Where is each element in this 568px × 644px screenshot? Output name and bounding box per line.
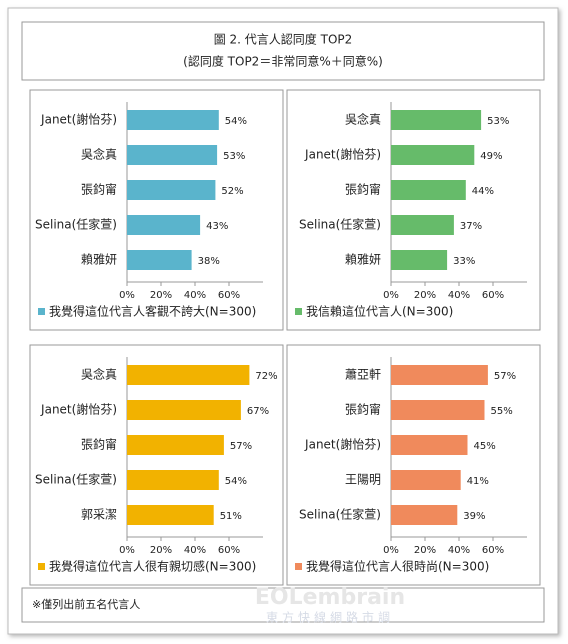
x-tick-label: 0% xyxy=(119,290,135,301)
value-label: 45% xyxy=(474,441,496,452)
value-label: 39% xyxy=(463,511,485,522)
y-tick-label: Selina(任家萱) xyxy=(35,472,117,487)
legend-swatch xyxy=(295,308,302,315)
x-tick-label: 60% xyxy=(218,545,240,556)
note-box xyxy=(21,587,545,623)
bar xyxy=(127,110,219,130)
bar xyxy=(127,145,218,165)
x-tick-label: 40% xyxy=(448,290,470,301)
bar xyxy=(391,250,448,270)
value-label: 51% xyxy=(220,511,242,522)
bar xyxy=(391,365,488,385)
x-tick-label: 0% xyxy=(383,545,399,556)
watermark-brand: EOLembrain xyxy=(255,585,405,610)
bar xyxy=(391,505,458,525)
value-label: 41% xyxy=(467,476,489,487)
value-label: 55% xyxy=(491,406,513,417)
y-tick-label: 賴雅妍 xyxy=(81,252,117,267)
value-label: 49% xyxy=(480,151,502,162)
x-tick-label: 20% xyxy=(150,545,172,556)
y-tick-label: Janet(謝怡芬) xyxy=(40,112,117,127)
legend-swatch xyxy=(295,563,302,570)
x-tick-label: 40% xyxy=(448,545,470,556)
bar xyxy=(127,365,250,385)
x-tick-label: 0% xyxy=(383,290,399,301)
bar xyxy=(391,215,454,235)
bar xyxy=(127,505,214,525)
legend-label: 我覺得這位代言人很有親切感(N=300) xyxy=(49,559,256,574)
y-tick-label: 吳念真 xyxy=(81,367,117,382)
value-label: 67% xyxy=(247,406,269,417)
y-tick-label: 張鈞甯 xyxy=(345,182,381,197)
value-label: 33% xyxy=(453,256,475,267)
value-label: 57% xyxy=(230,441,252,452)
value-label: 53% xyxy=(487,116,509,127)
bar xyxy=(127,400,241,420)
y-tick-label: 吳念真 xyxy=(345,112,381,127)
value-label: 57% xyxy=(494,371,516,382)
note: ※僅列出前五名代言人 xyxy=(32,597,140,611)
x-tick-label: 20% xyxy=(414,545,436,556)
watermark-tagline: 東方快線網路市調 xyxy=(266,610,394,625)
x-tick-label: 20% xyxy=(150,290,172,301)
title-box xyxy=(21,21,545,81)
x-tick-label: 40% xyxy=(184,290,206,301)
value-label: 53% xyxy=(223,151,245,162)
bar xyxy=(391,110,482,130)
bar xyxy=(391,180,466,200)
y-tick-label: 張鈞甯 xyxy=(81,437,117,452)
legend-swatch xyxy=(38,563,45,570)
bar xyxy=(391,470,461,490)
legend-label: 我信賴這位代言人(N=300) xyxy=(306,304,453,319)
bar xyxy=(391,435,468,455)
value-label: 38% xyxy=(198,256,220,267)
title: 圖 2. 代言人認同度 TOP2 xyxy=(214,32,353,47)
value-label: 37% xyxy=(460,221,482,232)
value-label: 54% xyxy=(225,116,247,127)
y-tick-label: Selina(任家萱) xyxy=(299,217,381,232)
value-label: 72% xyxy=(255,371,277,382)
bar xyxy=(127,435,224,455)
bar xyxy=(127,250,192,270)
value-label: 43% xyxy=(206,221,228,232)
x-tick-label: 60% xyxy=(482,290,504,301)
x-tick-label: 20% xyxy=(414,290,436,301)
y-tick-label: 張鈞甯 xyxy=(81,182,117,197)
y-tick-label: Selina(任家萱) xyxy=(299,507,381,522)
y-tick-label: 吳念真 xyxy=(81,147,117,162)
bar xyxy=(127,180,216,200)
bar xyxy=(391,400,485,420)
y-tick-label: 王陽明 xyxy=(345,473,381,487)
y-tick-label: Janet(謝怡芬) xyxy=(304,437,381,452)
y-tick-label: 蕭亞軒 xyxy=(345,368,381,382)
x-tick-label: 60% xyxy=(218,290,240,301)
x-tick-label: 40% xyxy=(184,545,206,556)
bar xyxy=(391,145,475,165)
y-tick-label: Janet(謝怡芬) xyxy=(304,147,381,162)
subtitle: (認同度 TOP2＝非常同意%＋同意%) xyxy=(183,54,383,69)
legend-label: 我覺得這位代言人很時尚(N=300) xyxy=(306,559,489,574)
legend-swatch xyxy=(38,308,45,315)
value-label: 54% xyxy=(225,476,247,487)
y-tick-label: 賴雅妍 xyxy=(345,252,381,267)
y-tick-label: 郭采潔 xyxy=(81,508,117,522)
bar xyxy=(127,215,201,235)
y-tick-label: 張鈞甯 xyxy=(345,402,381,417)
x-tick-label: 60% xyxy=(482,545,504,556)
legend-label: 我覺得這位代言人客觀不誇大(N=300) xyxy=(49,304,256,319)
y-tick-label: Selina(任家萱) xyxy=(35,217,117,232)
bar xyxy=(127,470,219,490)
y-tick-label: Janet(謝怡芬) xyxy=(40,402,117,417)
value-label: 44% xyxy=(472,186,494,197)
x-tick-label: 0% xyxy=(119,545,135,556)
value-label: 52% xyxy=(221,186,243,197)
